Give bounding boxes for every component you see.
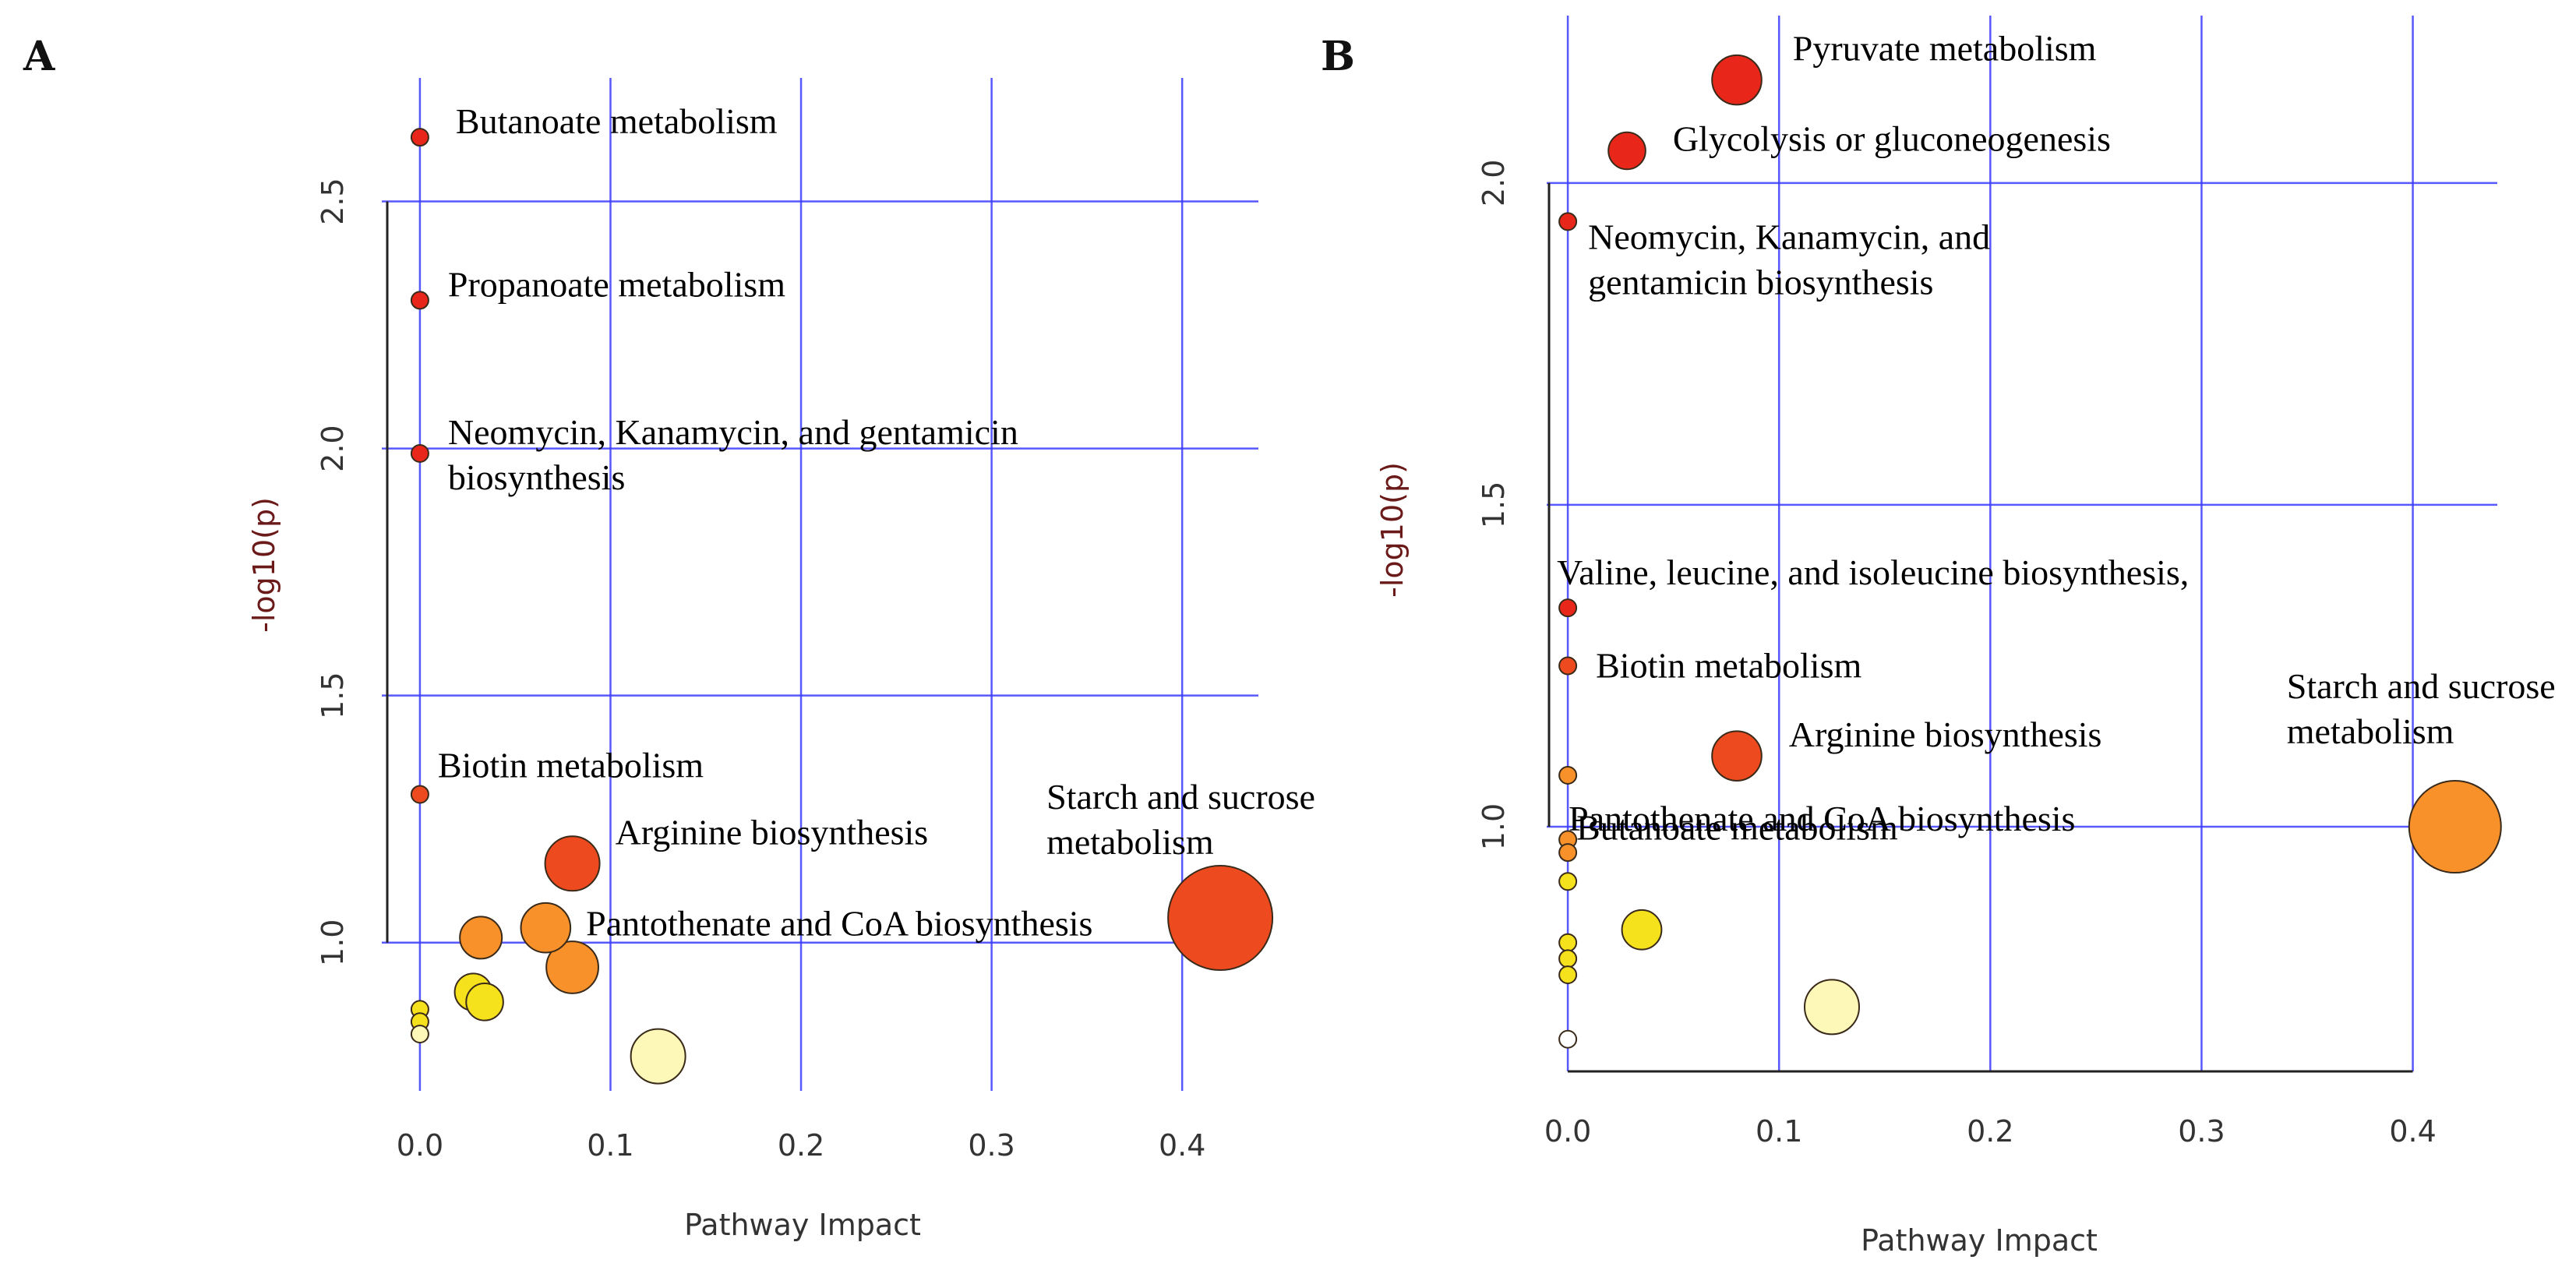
- x-tick-label: 0.3: [2178, 1114, 2225, 1149]
- data-point: [1558, 212, 1578, 231]
- x-tick-label: 0.2: [1967, 1114, 2013, 1149]
- y-tick-label: 1.0: [1477, 803, 1511, 850]
- panel-a-y-axis-title: -log10(p): [247, 497, 281, 633]
- data-point: [410, 443, 429, 463]
- y-tick-label: 2.5: [316, 178, 350, 224]
- panel-b-labels: Pyruvate metabolism Glycolysis or glucone…: [1557, 29, 2556, 848]
- x-tick-label: 0.0: [397, 1128, 443, 1163]
- point-label: Neomycin, Kanamycin, and gentamicin: [448, 412, 1018, 452]
- data-point: [410, 291, 429, 310]
- panel-a-points: [410, 128, 1274, 1085]
- point-label: Valine, leucine, and isoleucine biosynth…: [1557, 552, 2189, 592]
- point-label: Arginine biosynthesis: [616, 812, 929, 852]
- data-point: [1607, 131, 1646, 171]
- panel-a: A 0.0 0.1 0.2 0.3 0.4 1.0 1.5 2.0 2.5 Pathway Im…: [23, 33, 1315, 1242]
- data-point: [1558, 656, 1578, 676]
- point-label: metabolism: [1046, 822, 1214, 862]
- point-label: Starch and sucrose: [2287, 666, 2556, 706]
- panel-a-labels: Butanoate metabolism Propanoate metabolis…: [438, 101, 1315, 944]
- point-label: metabolism: [2287, 711, 2454, 751]
- x-tick-label: 0.1: [587, 1128, 633, 1163]
- data-point: [1558, 872, 1578, 891]
- data-point: [1558, 598, 1578, 618]
- point-label: Pantothenate and CoA biosynthesis: [586, 904, 1092, 944]
- point-label: Pantothenate and CoA biosynthesis: [1569, 799, 2075, 838]
- panel-letter-a: A: [23, 33, 55, 80]
- data-point: [544, 835, 601, 892]
- data-point: [1621, 909, 1663, 951]
- data-point: [520, 902, 572, 954]
- point-label: Butanoate metabolism: [1576, 808, 1898, 848]
- point-label: Pyruvate metabolism: [1793, 29, 2097, 69]
- data-point: [1558, 949, 1578, 969]
- data-point: [1167, 865, 1274, 972]
- data-point: [459, 916, 503, 960]
- data-point: [1804, 979, 1860, 1036]
- data-point: [410, 1025, 429, 1044]
- x-tick-label: 0.4: [1159, 1128, 1205, 1163]
- panel-a-ticks: 0.0 0.1 0.2 0.3 0.4 1.0 1.5 2.0 2.5: [316, 178, 1205, 1163]
- y-tick-label: 2.0: [316, 425, 350, 471]
- y-tick-label: 1.0: [316, 919, 350, 966]
- panel-a-x-axis-title: Pathway Impact: [684, 1208, 921, 1242]
- point-label: Biotin metabolism: [438, 746, 704, 785]
- x-tick-label: 0.1: [1756, 1114, 1802, 1149]
- data-point: [1558, 933, 1578, 952]
- panel-b-axes: [1547, 182, 2413, 1073]
- point-label: Biotin metabolism: [1596, 645, 1861, 685]
- panel-b: B 0.0 0.1 0.2 0.3 0.4 1.0 1.5 2.0 Pathway Impac…: [1321, 16, 2556, 1258]
- panel-b-ticks: 0.0 0.1 0.2 0.3 0.4 1.0 1.5 2.0: [1477, 160, 2437, 1149]
- point-label: Starch and sucrose: [1046, 777, 1315, 817]
- panel-b-grid: [1547, 16, 2497, 1071]
- data-point: [410, 128, 429, 147]
- data-point: [1711, 730, 1763, 782]
- point-label: Propanoate metabolism: [448, 264, 785, 304]
- data-point: [1711, 54, 1763, 106]
- point-label: Neomycin, Kanamycin, and: [1588, 217, 1990, 256]
- panel-b-points: [1558, 54, 2502, 1049]
- y-tick-label: 1.5: [1477, 482, 1511, 528]
- point-label: biosynthesis: [448, 457, 625, 497]
- panel-b-x-axis-title: Pathway Impact: [1861, 1223, 2098, 1258]
- point-label: Butanoate metabolism: [456, 101, 778, 141]
- point-label: gentamicin biosynthesis: [1588, 262, 1933, 302]
- x-tick-label: 0.4: [2389, 1114, 2436, 1149]
- data-point: [1558, 843, 1578, 863]
- panel-b-y-axis-title: -log10(p): [1375, 462, 1410, 598]
- data-point: [1558, 965, 1578, 985]
- y-tick-label: 2.0: [1477, 160, 1511, 206]
- data-point: [410, 785, 429, 804]
- x-tick-label: 0.2: [778, 1128, 824, 1163]
- data-point: [2408, 780, 2502, 874]
- data-point: [465, 983, 504, 1022]
- data-point: [1558, 765, 1578, 785]
- x-tick-label: 0.0: [1544, 1114, 1591, 1149]
- point-label: Arginine biosynthesis: [1789, 715, 2102, 754]
- x-tick-label: 0.3: [968, 1128, 1015, 1163]
- data-point: [630, 1028, 686, 1085]
- y-tick-label: 1.5: [316, 672, 350, 718]
- data-point: [545, 940, 599, 994]
- data-point: [1558, 1029, 1578, 1049]
- panel-letter-b: B: [1321, 33, 1355, 80]
- point-label: Glycolysis or gluconeogenesis: [1673, 119, 2111, 159]
